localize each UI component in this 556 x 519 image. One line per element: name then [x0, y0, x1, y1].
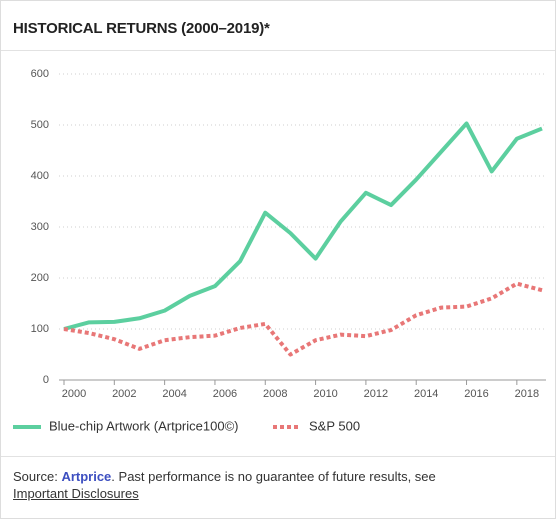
- x-tick-label: 2006: [213, 388, 237, 400]
- y-tick-label: 200: [31, 272, 49, 284]
- source-label: Source:: [13, 469, 58, 484]
- series-line: [63, 281, 543, 357]
- divider: [1, 456, 555, 457]
- disclosures-link[interactable]: Important Disclosures: [13, 486, 139, 501]
- y-tick-label: 400: [31, 170, 49, 182]
- legend-label: S&P 500: [309, 418, 360, 433]
- x-tick-label: 2010: [313, 388, 337, 400]
- series-line: [63, 121, 543, 331]
- x-tick-label: 2000: [62, 388, 86, 400]
- x-tick-label: 2008: [263, 388, 287, 400]
- chart: 0 100 200 300 400 500 600 2000 2002 2004 2006 2008 2…: [13, 68, 546, 433]
- x-tick-label: 2012: [364, 388, 388, 400]
- x-tick-label: 2016: [464, 388, 488, 400]
- y-tick-label: 600: [31, 68, 49, 80]
- y-tick-label: 0: [43, 374, 49, 386]
- y-tick-label: 500: [31, 119, 49, 131]
- divider: [1, 50, 555, 51]
- footer: Source: Artprice. Past performance is no…: [13, 468, 436, 502]
- x-tick-label: 2018: [515, 388, 539, 400]
- x-tick-label: 2014: [414, 388, 438, 400]
- y-tick-label: 100: [31, 323, 49, 335]
- x-tick-label: 2002: [112, 388, 136, 400]
- y-tick-label: 300: [31, 221, 49, 233]
- legend-label: Blue-chip Artwork (Artprice100©): [49, 418, 238, 433]
- chart-title: HISTORICAL RETURNS (2000–2019)*: [13, 20, 270, 37]
- source-link[interactable]: Artprice: [61, 469, 112, 484]
- footer-text: . Past performance is no guarantee of fu…: [111, 469, 436, 484]
- x-tick-label: 2004: [162, 388, 186, 400]
